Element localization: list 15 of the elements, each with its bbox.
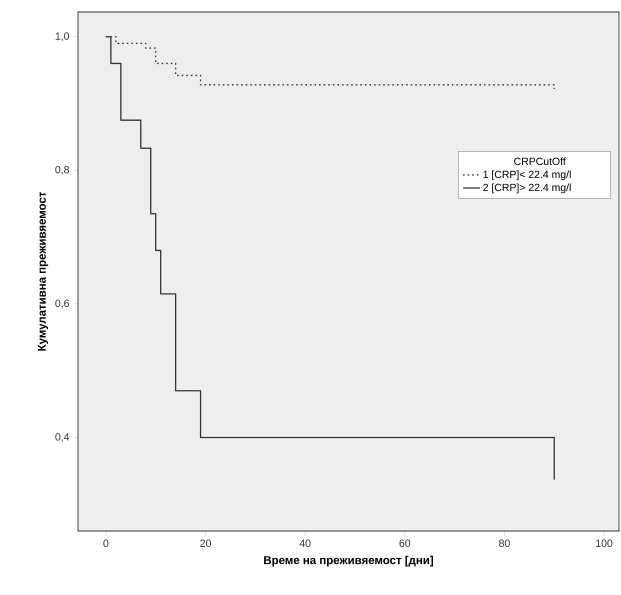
y-tick-label: 0,6 bbox=[55, 300, 70, 308]
y-axis-title: Кумулативна преживяемост bbox=[38, 192, 48, 351]
y-tick-label: 0,8 bbox=[55, 166, 70, 175]
x-tick-label: 100 bbox=[596, 540, 612, 547]
legend-title: CRPCutOff bbox=[514, 157, 566, 166]
legend-label: 2 [CRP]> 22.4 mg/l bbox=[483, 183, 571, 194]
x-tick-label: 60 bbox=[400, 540, 410, 547]
x-axis-title: Време на преживяемост [дни] bbox=[264, 556, 434, 566]
x-tick-label: 80 bbox=[499, 540, 510, 547]
legend-label: 1 [CRP]< 22.4 mg/l bbox=[483, 170, 571, 180]
x-tick-label: 0 bbox=[103, 540, 108, 547]
y-tick-label: 0,4 bbox=[55, 433, 70, 442]
x-tick-label: 40 bbox=[300, 540, 311, 547]
x-tick-label: 20 bbox=[200, 540, 211, 547]
y-tick-label: 1,0 bbox=[56, 32, 70, 42]
